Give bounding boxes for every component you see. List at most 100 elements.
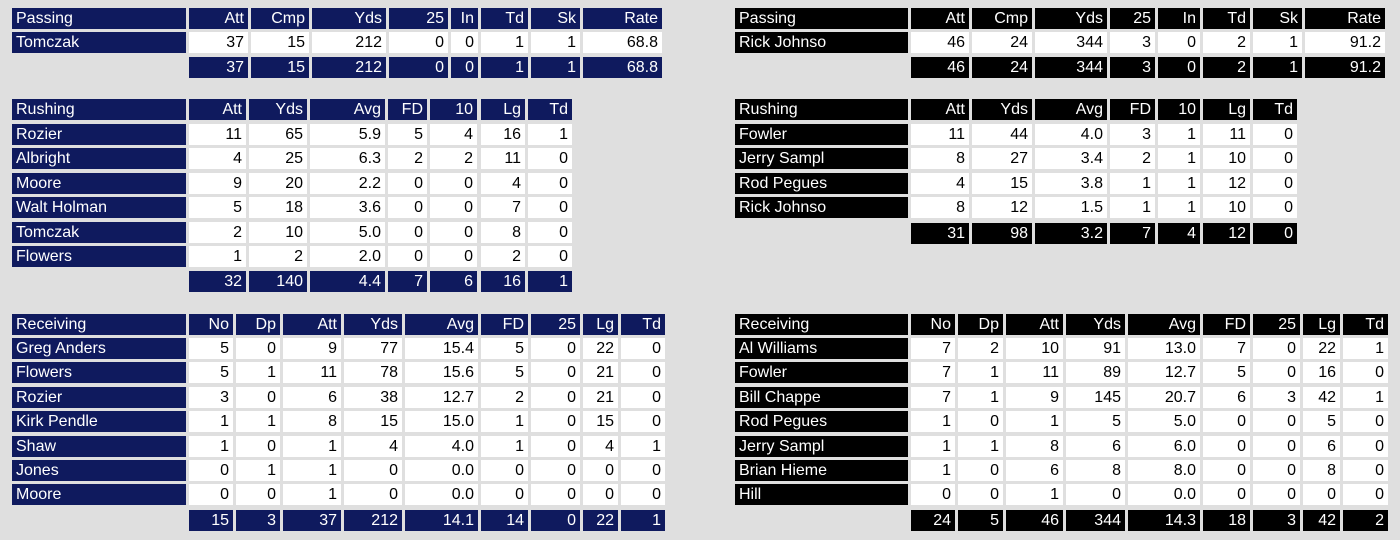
stat-cell: 11: [283, 362, 341, 384]
player-name: Albright: [12, 148, 186, 170]
stat-cell: 0: [1253, 411, 1300, 433]
section-title: Receiving: [735, 314, 908, 335]
stat-cell: 5.0: [1128, 411, 1200, 433]
stat-cell: 1: [236, 411, 280, 433]
column-header: No: [189, 314, 233, 335]
column-header: Dp: [236, 314, 280, 335]
column-header: Lg: [481, 99, 525, 120]
total-cell: 2: [1203, 57, 1250, 79]
total-cell: 1: [1253, 57, 1302, 79]
stat-cell: 1: [528, 124, 572, 145]
stat-cell: 0: [481, 484, 528, 506]
column-header: FD: [388, 99, 427, 120]
stat-cell: 2: [249, 246, 307, 267]
stat-cell: 6: [1006, 460, 1063, 481]
stat-cell: 13.0: [1128, 338, 1200, 359]
stat-cell: 0: [388, 246, 427, 267]
stat-cell: 15.4: [405, 338, 478, 359]
total-cell: 7: [388, 271, 427, 293]
stat-cell: 10: [1203, 148, 1250, 170]
player-name: Brian Hieme: [735, 460, 908, 481]
stat-cell: 2: [958, 338, 1003, 359]
stat-cell: 1: [189, 246, 246, 267]
stat-cell: 21: [583, 362, 618, 384]
stat-cell: 1: [189, 435, 233, 457]
stat-cell: 11: [1203, 124, 1250, 145]
player-name: Rick Johnso: [735, 197, 908, 219]
stat-cell: 0: [531, 460, 580, 481]
stat-cell: 0: [528, 172, 572, 194]
stat-cell: 0: [1253, 484, 1300, 506]
stat-cell: 68.8: [583, 32, 662, 53]
column-header: Att: [189, 99, 246, 120]
total-cell: 1: [531, 57, 580, 79]
total-cell: 3: [1110, 57, 1155, 79]
stat-cell: 6: [1066, 435, 1125, 457]
column-header: Att: [911, 8, 969, 29]
stat-cell: 5.0: [310, 221, 385, 243]
column-header: 10: [1158, 99, 1200, 120]
stat-cell: 1: [1253, 32, 1302, 53]
total-cell: 14: [481, 509, 528, 531]
column-header: Cmp: [251, 8, 309, 29]
stat-cell: 1: [1006, 484, 1063, 506]
stat-cell: 0: [344, 484, 402, 506]
total-cell: 46: [1006, 509, 1063, 531]
stat-cell: 0: [531, 411, 580, 433]
stat-cell: 4: [430, 124, 477, 145]
player-name: Kirk Pendle: [12, 411, 186, 433]
stat-cell: 5: [189, 197, 246, 219]
stat-cell: 0: [1343, 435, 1388, 457]
total-cell: 68.8: [583, 57, 662, 79]
stat-cell: 89: [1066, 362, 1125, 384]
stat-cell: 4: [344, 435, 402, 457]
stat-cell: 15: [583, 411, 618, 433]
total-cell: 24: [911, 509, 955, 531]
column-header: Cmp: [972, 8, 1032, 29]
stat-cell: 0: [388, 197, 427, 219]
total-cell: 32: [189, 271, 246, 293]
stat-cell: 6.0: [1128, 435, 1200, 457]
column-header: 25: [1253, 314, 1300, 335]
stat-cell: 0: [531, 435, 580, 457]
column-header: Yds: [1066, 314, 1125, 335]
stat-cell: 5: [189, 362, 233, 384]
stat-cell: 10: [249, 221, 307, 243]
stat-cell: 0: [189, 484, 233, 506]
column-header: 25: [1110, 8, 1155, 29]
column-header: Yds: [1035, 8, 1107, 29]
stat-cell: 6.3: [310, 148, 385, 170]
section-title: Receiving: [12, 314, 186, 335]
stat-cell: 0: [1158, 32, 1200, 53]
stat-cell: 7: [481, 197, 525, 219]
column-header: Rate: [1305, 8, 1385, 29]
stat-cell: 0: [531, 338, 580, 359]
stat-cell: 6: [1303, 435, 1340, 457]
total-cell: 24: [972, 57, 1032, 79]
column-header: Lg: [1203, 99, 1250, 120]
stat-cell: 0: [1066, 484, 1125, 506]
total-cell: 15: [189, 509, 233, 531]
stat-cell: 22: [583, 338, 618, 359]
stat-cell: 0.0: [405, 484, 478, 506]
stat-cell: 12.7: [405, 386, 478, 408]
stat-cell: 2: [481, 386, 528, 408]
player-name: Moore: [12, 484, 186, 506]
player-name: Rod Pegues: [735, 411, 908, 433]
stat-cell: 5: [481, 362, 528, 384]
stat-cell: 8.0: [1128, 460, 1200, 481]
stat-cell: 3.6: [310, 197, 385, 219]
total-cell: 0: [531, 509, 580, 531]
stat-cell: 0: [621, 362, 665, 384]
column-header: Dp: [958, 314, 1003, 335]
stat-cell: 3: [1110, 32, 1155, 53]
stat-cell: 0: [1253, 148, 1297, 170]
column-header: FD: [1110, 99, 1155, 120]
column-header: Td: [1203, 8, 1250, 29]
stat-cell: 0: [583, 484, 618, 506]
stat-cell: 10: [1203, 197, 1250, 219]
stat-cell: 0: [621, 411, 665, 433]
stat-cell: 0: [911, 484, 955, 506]
total-cell: 2: [1343, 509, 1388, 531]
stat-cell: 0: [1253, 435, 1300, 457]
